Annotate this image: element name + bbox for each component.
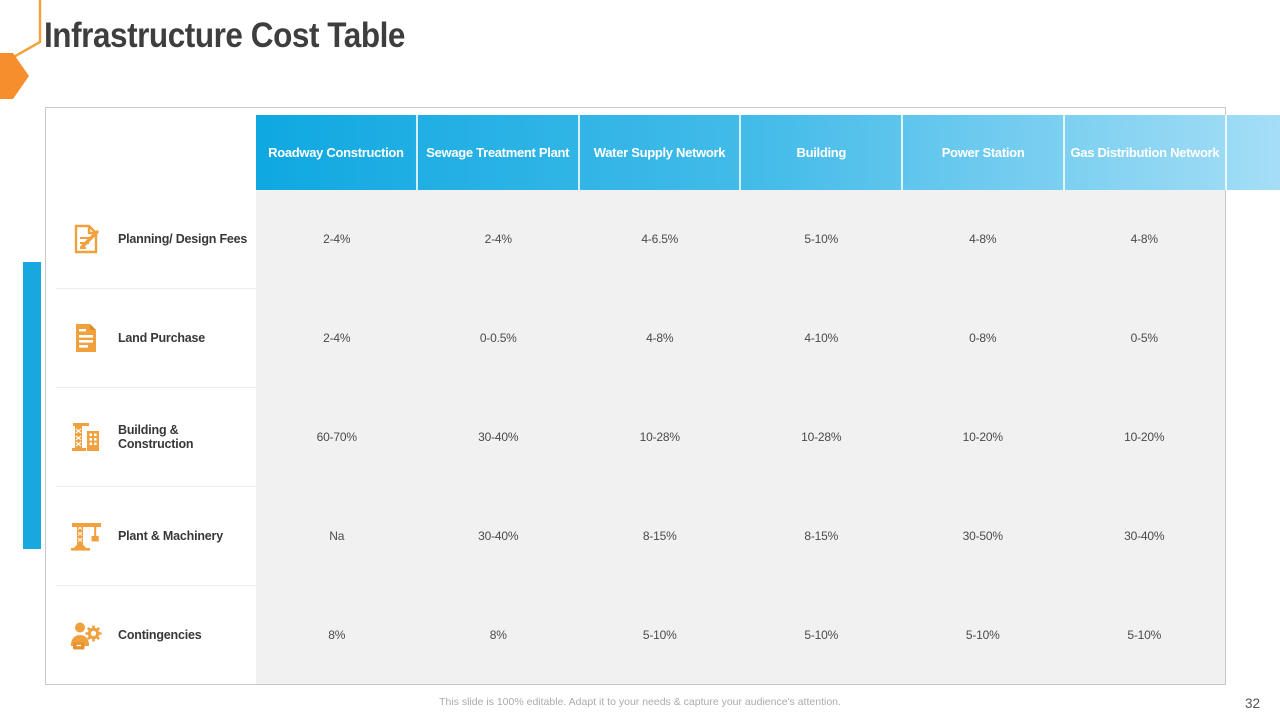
- table-cell: 10-28%: [639, 429, 680, 444]
- table-cell: 8-15%: [804, 528, 839, 543]
- column-header-sewage-treatment-plant: Sewage Treatment Plant: [418, 115, 580, 190]
- table-cell: 8%: [489, 627, 507, 642]
- column-header-power-station: Power Station: [903, 115, 1065, 190]
- column-header-gas-distribution-network: Gas Distribution Network: [1065, 115, 1227, 190]
- table-cell: 0-8%: [969, 331, 997, 346]
- row-label: Building & Construction: [118, 423, 194, 451]
- table-cell: 4-8%: [646, 331, 674, 346]
- row-label: Land Purchase: [118, 331, 206, 345]
- table-cell: 8%: [328, 627, 346, 642]
- table-cell: 2-4%: [323, 331, 351, 346]
- table-cell: 2-4%: [323, 232, 351, 247]
- table-body: 2-4% 2-4% 4-6.5% 5-10% 4-8% 4-8% 2-4% 0-…: [256, 190, 1225, 684]
- hexagon-solid-decoration: [0, 53, 29, 99]
- table-cell: 5-10%: [965, 627, 1000, 642]
- column-header-water-supply-network: Water Supply Network: [580, 115, 742, 190]
- table-cell: 0-5%: [1130, 331, 1158, 346]
- table-cell: 10-20%: [962, 429, 1003, 444]
- tower-crane-icon: [71, 523, 101, 551]
- column-header-roadway-construction: Roadway Construction: [256, 115, 418, 190]
- table-header-row: Roadway Construction Sewage Treatment Pl…: [256, 115, 1280, 190]
- table-cell: 30-40%: [1124, 528, 1165, 543]
- table-cell: 5-10%: [804, 232, 839, 247]
- table-cell: 30-40%: [478, 429, 519, 444]
- table-row-planning-design-fees: Planning/ Design Fees: [56, 190, 256, 288]
- row-label: Planning/ Design Fees: [118, 232, 248, 246]
- crane-building-icon: [72, 423, 99, 451]
- worker-gear-icon: [71, 622, 102, 650]
- row-label-column: Planning/ Design Fees Land Purchase Buil…: [56, 190, 256, 684]
- table-row-land-purchase: Land Purchase: [56, 288, 256, 387]
- page-title: Infrastructure Cost Table: [44, 16, 405, 55]
- table-cell: 0-0.5%: [479, 331, 517, 346]
- table-cell: 4-10%: [804, 331, 839, 346]
- table-cell: 10-20%: [1124, 429, 1165, 444]
- footer-note: This slide is 100% editable. Adapt it to…: [439, 696, 841, 708]
- document-icon: [76, 324, 96, 352]
- table-cell: 5-10%: [804, 627, 839, 642]
- left-accent-bar: [23, 262, 41, 549]
- document-edit-icon: [74, 224, 99, 254]
- table-cell: 60-70%: [316, 429, 357, 444]
- table-cell: Na: [329, 528, 345, 543]
- table-cell: 5-10%: [642, 627, 677, 642]
- table-cell: 5-10%: [1127, 627, 1162, 642]
- column-header-building: Building: [741, 115, 904, 190]
- table-row-plant-machinery: Plant & Machinery: [56, 486, 256, 585]
- table-cell: 4-8%: [969, 232, 997, 247]
- table-cell: 8-15%: [642, 528, 677, 543]
- infrastructure-cost-table: 2-4% 2-4% 4-6.5% 5-10% 4-8% 4-8% 2-4% 0-…: [45, 107, 1226, 685]
- table-cell: 30-40%: [478, 528, 519, 543]
- row-label: Contingencies: [118, 628, 202, 642]
- header-band-extension: [1227, 115, 1280, 190]
- table-cell: 10-28%: [801, 429, 842, 444]
- row-label: Plant & Machinery: [118, 529, 223, 543]
- table-cell: 30-50%: [962, 528, 1003, 543]
- table-cell: 2-4%: [484, 232, 512, 247]
- table-row-building-construction: Building & Construction: [56, 387, 256, 486]
- table-row-contingencies: Contingencies: [56, 585, 256, 684]
- table-cell: 4-6.5%: [641, 232, 679, 247]
- table-cell: 4-8%: [1130, 232, 1158, 247]
- page-number: 32: [1244, 696, 1260, 711]
